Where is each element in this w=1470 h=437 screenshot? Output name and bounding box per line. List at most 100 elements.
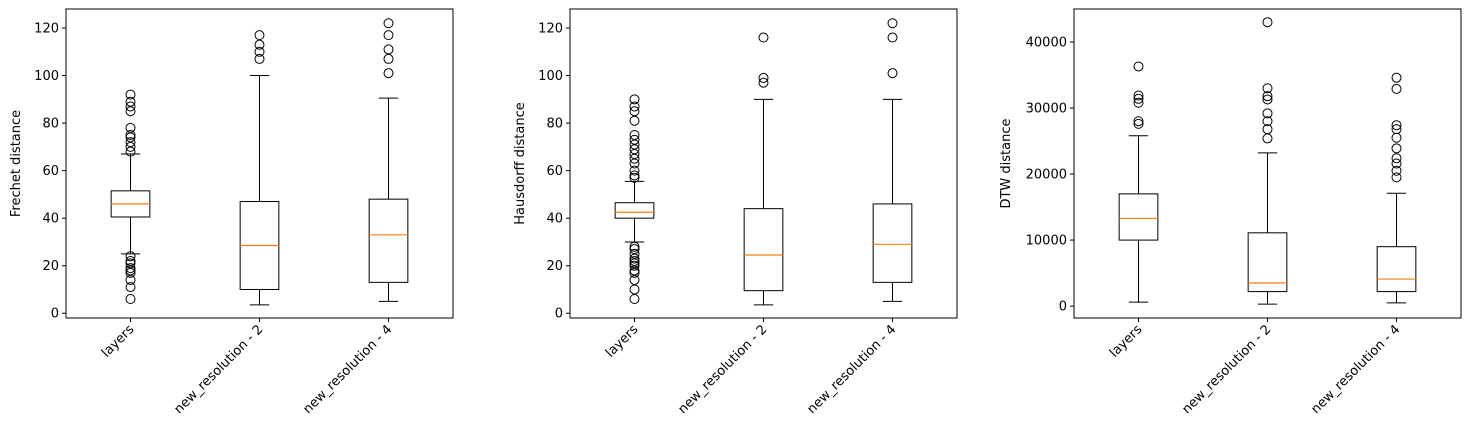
outlier-point [1262,133,1273,144]
outlier-point [629,284,640,295]
outlier-point [254,30,265,41]
y-tick-label: 120 [538,22,563,37]
x-tick-label: new_resolution - 4 [804,322,899,417]
outlier-point [887,68,898,79]
outlier-point [125,258,136,269]
y-tick-label: 10000 [1026,234,1067,249]
iqr-box [1376,246,1417,293]
x-tick-label: new_resolution - 2 [675,322,770,417]
outlier-point [629,148,640,159]
outlier-point [629,134,640,145]
outlier-point [629,267,640,278]
outlier-point [629,255,640,266]
outlier-point [1262,83,1273,94]
iqr-box [1118,193,1159,241]
iqr-box [872,203,913,283]
outlier-point [1262,91,1273,102]
box-2 [743,32,784,306]
outlier-point [125,106,136,117]
x-tick-label: new_resolution - 4 [300,322,395,417]
outlier-point [1391,83,1402,94]
outlier-point [125,141,136,152]
chart-panel-1: 0 20 40 60 80 100 120 Frechet distance layers new… [9,8,454,417]
outlier-point [629,101,640,112]
y-tick-label: 20000 [1026,168,1067,183]
y-tick-label: 60 [546,164,563,179]
outlier-point [383,68,394,79]
outlier-point [1133,93,1144,104]
outlier-point [383,53,394,64]
y-tick-label: 0 [51,307,59,322]
x-tick-label: layers [99,322,138,361]
outlier-point [629,106,640,117]
iqr-box [368,198,409,283]
outlier-point [758,32,769,43]
box-2 [239,30,280,306]
outlier-point [1391,132,1402,143]
y-tick-label: 100 [538,69,563,84]
outlier-point [125,282,136,293]
outlier-point [629,170,640,181]
box-1 [614,94,655,304]
outlier-point [1133,116,1144,127]
outlier-point [125,265,136,276]
outlier-point [629,144,640,155]
outlier-point [383,30,394,41]
outlier-point [629,253,640,264]
y-tick-label: 0 [1059,300,1067,315]
outlier-point [629,244,640,255]
box-3 [1376,72,1417,304]
outlier-point [1391,153,1402,164]
x-tick-label: layers [1107,322,1146,361]
outlier-point [125,101,136,112]
outlier-point [629,293,640,304]
y-tick-label: 80 [546,117,563,132]
outlier-point [758,72,769,83]
y-tick-label: 60 [42,164,59,179]
y-tick-label: 40000 [1026,36,1067,51]
outlier-point [1262,108,1273,119]
outlier-point [125,132,136,143]
y-tick-label: 40 [42,212,59,227]
outlier-point [125,89,136,100]
outlier-point [1391,165,1402,176]
outlier-point [1133,90,1144,101]
outlier-point [629,258,640,269]
y-axis-label: Frechet distance [9,110,24,217]
outlier-point [125,255,136,266]
y-tick-label: 40 [546,212,563,227]
outlier-point [125,274,136,285]
outlier-point [125,96,136,107]
outlier-point [1391,120,1402,131]
outlier-point [629,172,640,183]
outlier-point [629,158,640,169]
outlier-point [125,293,136,304]
outlier-point [1391,143,1402,154]
outlier-point [254,39,265,50]
outlier-point [629,274,640,285]
outlier-point [629,129,640,140]
y-tick-label: 20 [546,259,563,274]
outlier-point [629,248,640,259]
outlier-point [1391,158,1402,169]
x-tick-label: new_resolution - 2 [171,322,266,417]
outlier-point [125,263,136,274]
box-2 [1247,17,1288,305]
outlier-point [1391,72,1402,83]
y-tick-label: 80 [42,117,59,132]
iqr-box [614,202,655,219]
outlier-point [254,46,265,57]
outlier-point [125,137,136,148]
outlier-point [629,265,640,276]
box-3 [368,18,409,302]
outlier-point [1262,17,1273,28]
y-tick-label: 120 [34,22,59,37]
y-tick-label: 20 [42,259,59,274]
outlier-point [887,32,898,43]
outlier-point [758,77,769,88]
box-1 [1118,61,1159,303]
x-tick-label: new_resolution - 2 [1179,322,1274,417]
